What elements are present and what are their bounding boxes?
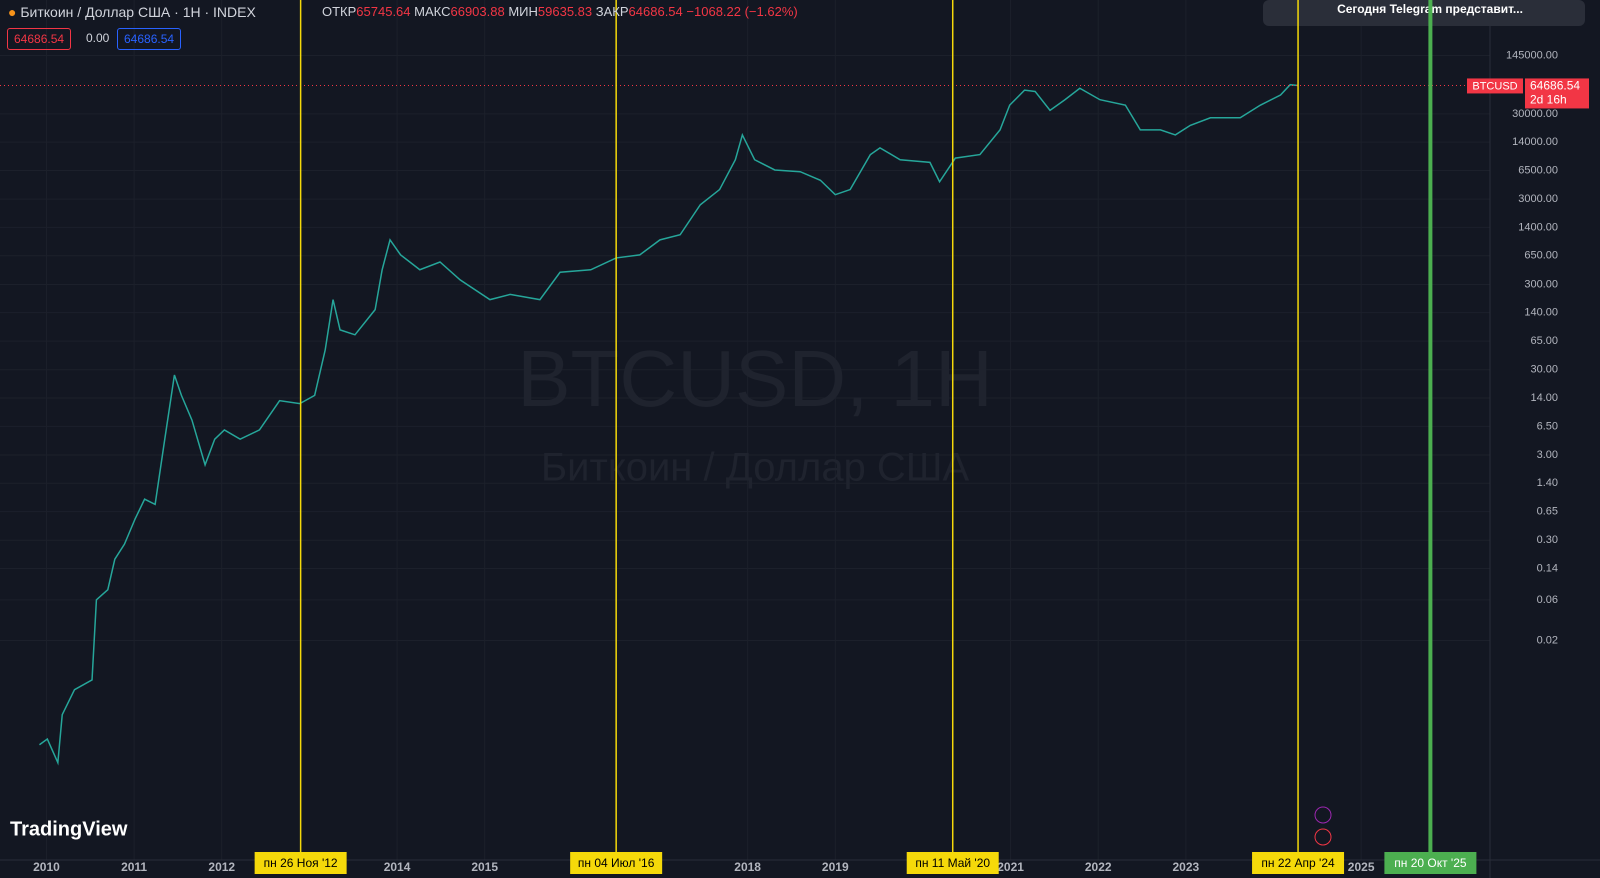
y-tick-label: 30000.00: [1512, 108, 1558, 120]
y-tick-label: 0.14: [1537, 562, 1558, 574]
ask[interactable]: 64686.54: [117, 28, 182, 50]
grid: [0, 0, 1490, 860]
y-tick-label: 140.00: [1524, 307, 1558, 319]
marker-label-bg: [1252, 852, 1345, 874]
price-tag-value: 64686.54: [1530, 79, 1580, 93]
y-tick-label: 0.65: [1537, 506, 1558, 518]
y-tick-label: 0.06: [1537, 594, 1558, 606]
symbol-name: Биткоин / Доллар США · 1H · INDEX: [20, 4, 256, 20]
y-tick-label: 6.50: [1537, 420, 1558, 432]
watermark-subtitle: Биткоин / Доллар США: [541, 446, 970, 490]
y-tick-label: 1400.00: [1518, 221, 1558, 233]
logo: TradingView: [10, 818, 128, 840]
y-tick-label: 300.00: [1524, 278, 1558, 290]
x-tick-label: 2022: [1085, 860, 1112, 874]
y-tick-label: 3000.00: [1518, 193, 1558, 205]
label: ОТКР: [322, 4, 357, 19]
x-tick-label: 2015: [471, 860, 498, 874]
y-tick-label: 650.00: [1524, 250, 1558, 262]
y-tick-label: 0.02: [1537, 634, 1558, 646]
x-tick-label: 2023: [1173, 860, 1200, 874]
x-tick-label: 2018: [734, 860, 761, 874]
x-tick-label: 2010: [33, 860, 60, 874]
x-tick-label: 2019: [822, 860, 849, 874]
marker-label-bg: [906, 852, 999, 874]
y-tick-label: 65.00: [1530, 335, 1558, 347]
y-tick-label: 145000.00: [1506, 49, 1558, 61]
symbol: ● Биткоин / Доллар США · 1H · INDEX: [8, 4, 256, 20]
marker-label-bg: [570, 852, 663, 874]
ohlc: ОТКР65745.64 МАКС66903.88 МИН59635.83 ЗА…: [322, 4, 798, 19]
x-tick-label: 2014: [384, 860, 411, 874]
event-icon: [1314, 806, 1332, 824]
watermark-title: BTCUSD, 1H: [517, 334, 993, 423]
spread: 0.00: [86, 31, 110, 45]
value: 65745.64: [356, 4, 411, 19]
notification[interactable]: [1263, 0, 1585, 26]
x-tick-label: 2011: [121, 860, 147, 874]
label: МИН: [508, 4, 538, 19]
price-tag: [1467, 78, 1523, 94]
marker-label-bg: [254, 852, 347, 874]
x-tick-label: 2025: [1348, 860, 1375, 874]
marker-label: пн 20 Окт '25: [1394, 856, 1467, 870]
price-tag-name: BTCUSD: [1472, 80, 1517, 92]
label: МАКС: [414, 4, 451, 19]
label: ЗАКР: [595, 4, 629, 19]
x-tick-label: 2021: [997, 860, 1024, 874]
marker-label: пн 11 Май '20: [915, 856, 990, 870]
price-tag: [1525, 78, 1589, 109]
y-tick-label: 30.00: [1530, 364, 1558, 376]
bid[interactable]: 64686.54: [7, 28, 72, 50]
x-tick-label: 2012: [208, 860, 235, 874]
marker-label: пн 22 Апр '24: [1261, 856, 1335, 870]
y-tick-label: 6500.00: [1518, 164, 1558, 176]
marker-label: пн 04 Июл '16: [578, 856, 655, 870]
price-tag-countdown: 2d 16h: [1530, 93, 1567, 107]
y-tick-label: 0.30: [1537, 534, 1558, 546]
price-line: [39, 83, 1299, 766]
marker-label-bg: [1384, 852, 1477, 874]
marker-label: пн 26 Ноя '12: [264, 856, 338, 870]
value: 66903.88: [450, 4, 505, 19]
y-tick-label: 3.00: [1537, 449, 1558, 461]
event-icon: [1314, 828, 1332, 846]
y-tick-label: 14.00: [1530, 392, 1558, 404]
change: −1068.22 (−1.62%): [686, 4, 798, 19]
y-tick-label: 14000.00: [1512, 136, 1558, 148]
value: 64686.54: [628, 4, 683, 19]
value: 59635.83: [537, 4, 593, 19]
y-tick-label: 1.40: [1537, 477, 1558, 489]
